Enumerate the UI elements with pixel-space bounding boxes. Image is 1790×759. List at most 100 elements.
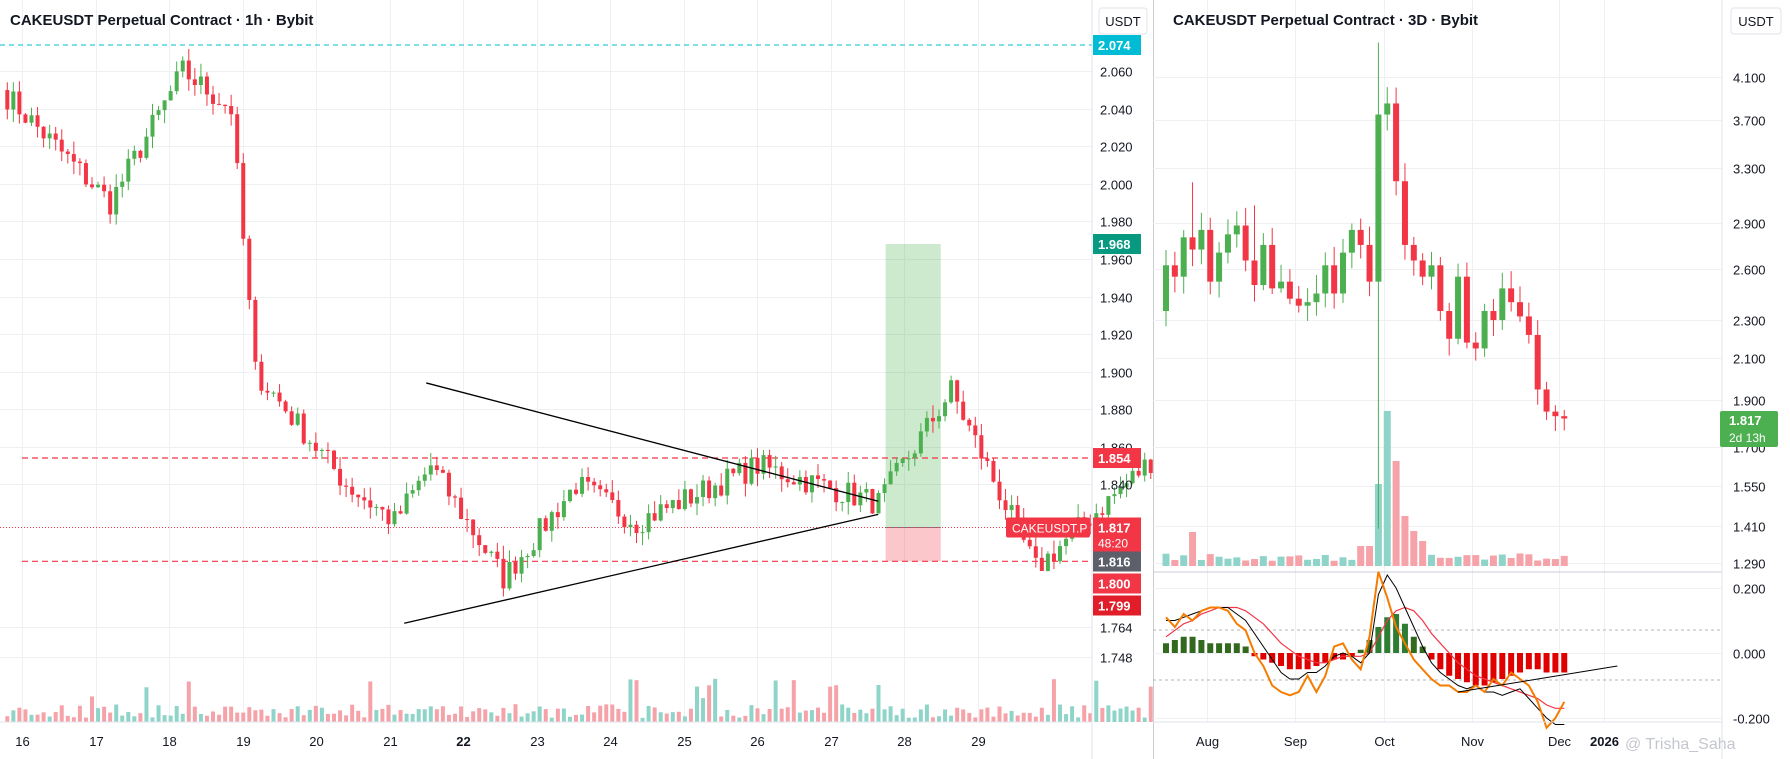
- candle-body: [338, 468, 343, 486]
- macd-histogram-bar: [1216, 643, 1223, 653]
- volume-bar: [398, 710, 403, 722]
- time-tick: 17: [89, 734, 103, 749]
- volume-bar: [1171, 559, 1179, 566]
- volume-bar: [906, 717, 911, 722]
- candle-body: [749, 457, 754, 484]
- time-axis[interactable]: 16 17 18 19 20 21 22 23 24 25 26 27 28 29: [15, 734, 985, 749]
- macd-histogram-bar: [1313, 653, 1320, 666]
- candle-body: [301, 413, 306, 444]
- volume-bar: [1551, 559, 1559, 566]
- candle-body: [1207, 229, 1214, 282]
- candle-body: [211, 94, 215, 104]
- volume-bar: [204, 715, 209, 722]
- volume-bar: [1003, 713, 1008, 722]
- candles: [1163, 42, 1568, 529]
- candle-body: [398, 511, 403, 514]
- volume-bar: [531, 711, 536, 722]
- candle-body: [955, 380, 960, 402]
- hourly-price-chart[interactable]: 2.060 2.040 2.020 2.000 1.980 1.960 1.940 1.920…: [0, 0, 1153, 759]
- volume-bar: [1525, 554, 1533, 566]
- candle-body: [392, 511, 397, 525]
- volume-bar: [47, 716, 52, 722]
- time-tick: Nov: [1461, 734, 1485, 749]
- price-axis[interactable]: 2.060 2.040 2.020 2.000 1.980 1.960 1.940 1.920…: [1100, 65, 1133, 666]
- volume-bar: [586, 705, 591, 722]
- volume-bar: [664, 713, 669, 722]
- volume-bar: [797, 712, 802, 722]
- candle-body: [1561, 416, 1568, 419]
- volume-bar: [1348, 559, 1356, 566]
- macd-histogram-bar: [1552, 653, 1559, 673]
- macd-histogram-bar: [1463, 653, 1470, 683]
- volume-bar: [719, 716, 724, 722]
- price-tick: 2.020: [1100, 140, 1133, 155]
- volume-bar: [1428, 554, 1435, 566]
- candle-body: [307, 442, 312, 444]
- candle-body: [846, 482, 851, 503]
- time-axis[interactable]: Aug Sep Oct Nov Dec 2026: [1196, 734, 1619, 749]
- candle-body: [537, 518, 542, 551]
- time-tick: Sep: [1284, 734, 1307, 749]
- candle-body: [713, 485, 718, 499]
- candle-body: [628, 524, 633, 528]
- candle-body: [1419, 260, 1426, 277]
- candle-body: [47, 133, 52, 139]
- grid: [0, 0, 1092, 722]
- candle-body: [477, 535, 482, 546]
- volume-bar: [985, 707, 990, 722]
- candle-body: [180, 60, 185, 72]
- volume-bar: [1543, 558, 1551, 566]
- volume-bar: [477, 708, 482, 722]
- macd-histogram-bar: [1357, 649, 1364, 653]
- volume-bar: [162, 715, 167, 722]
- candle-body: [489, 551, 494, 553]
- candle-body: [1552, 411, 1559, 417]
- long-position-tool[interactable]: [885, 244, 941, 562]
- volume-bar: [1383, 411, 1391, 566]
- candle-body: [561, 501, 566, 518]
- symbol-tag-bg: [1006, 517, 1090, 538]
- volume-bar: [846, 707, 851, 722]
- currency-button[interactable]: USDT: [1738, 14, 1773, 29]
- volume-bar: [495, 715, 500, 722]
- volume-bar: [289, 709, 294, 722]
- volume-bar: [737, 717, 742, 722]
- time-tick: 27: [824, 734, 838, 749]
- candle-body: [1295, 298, 1302, 306]
- candle-body: [791, 482, 796, 485]
- triangle-trendlines[interactable]: [404, 382, 879, 624]
- candle-body: [1384, 103, 1391, 115]
- volume-bar: [53, 712, 58, 722]
- candle-body: [465, 519, 470, 521]
- three-day-price-chart[interactable]: 4.100 3.700 3.300 2.900 2.600 2.300 2.100 1.900…: [1153, 0, 1790, 759]
- volume-bar: [174, 705, 179, 722]
- time-tick: Dec: [1548, 734, 1572, 749]
- volume-bar: [574, 714, 578, 722]
- volume-bar: [5, 716, 10, 722]
- candle-body: [1410, 244, 1417, 261]
- price-tick: 2.600: [1733, 263, 1766, 278]
- candle-body: [422, 474, 427, 481]
- candle-body: [664, 504, 669, 509]
- volume-bar: [241, 712, 246, 722]
- last-price-value: 1.817: [1729, 413, 1762, 428]
- volume-bar: [1162, 553, 1170, 566]
- volume-bar: [295, 706, 300, 722]
- volume-bar: [561, 708, 566, 722]
- candle-body: [1148, 459, 1153, 473]
- candle-body: [96, 184, 101, 188]
- volume-bar: [1304, 559, 1312, 566]
- volume-bar: [1106, 705, 1111, 722]
- candle-body: [1009, 505, 1014, 511]
- volume-bar: [223, 706, 228, 722]
- volume-bar: [828, 686, 833, 722]
- currency-button[interactable]: USDT: [1105, 14, 1140, 29]
- stop-zone: [885, 527, 941, 562]
- candle-body: [767, 455, 772, 468]
- volume-bar: [1076, 717, 1081, 722]
- volume-bar: [1051, 679, 1056, 722]
- candle-body: [598, 485, 603, 490]
- macd-histogram-bar: [1384, 617, 1391, 653]
- candle-body: [1269, 244, 1276, 289]
- volume-bar: [192, 706, 197, 722]
